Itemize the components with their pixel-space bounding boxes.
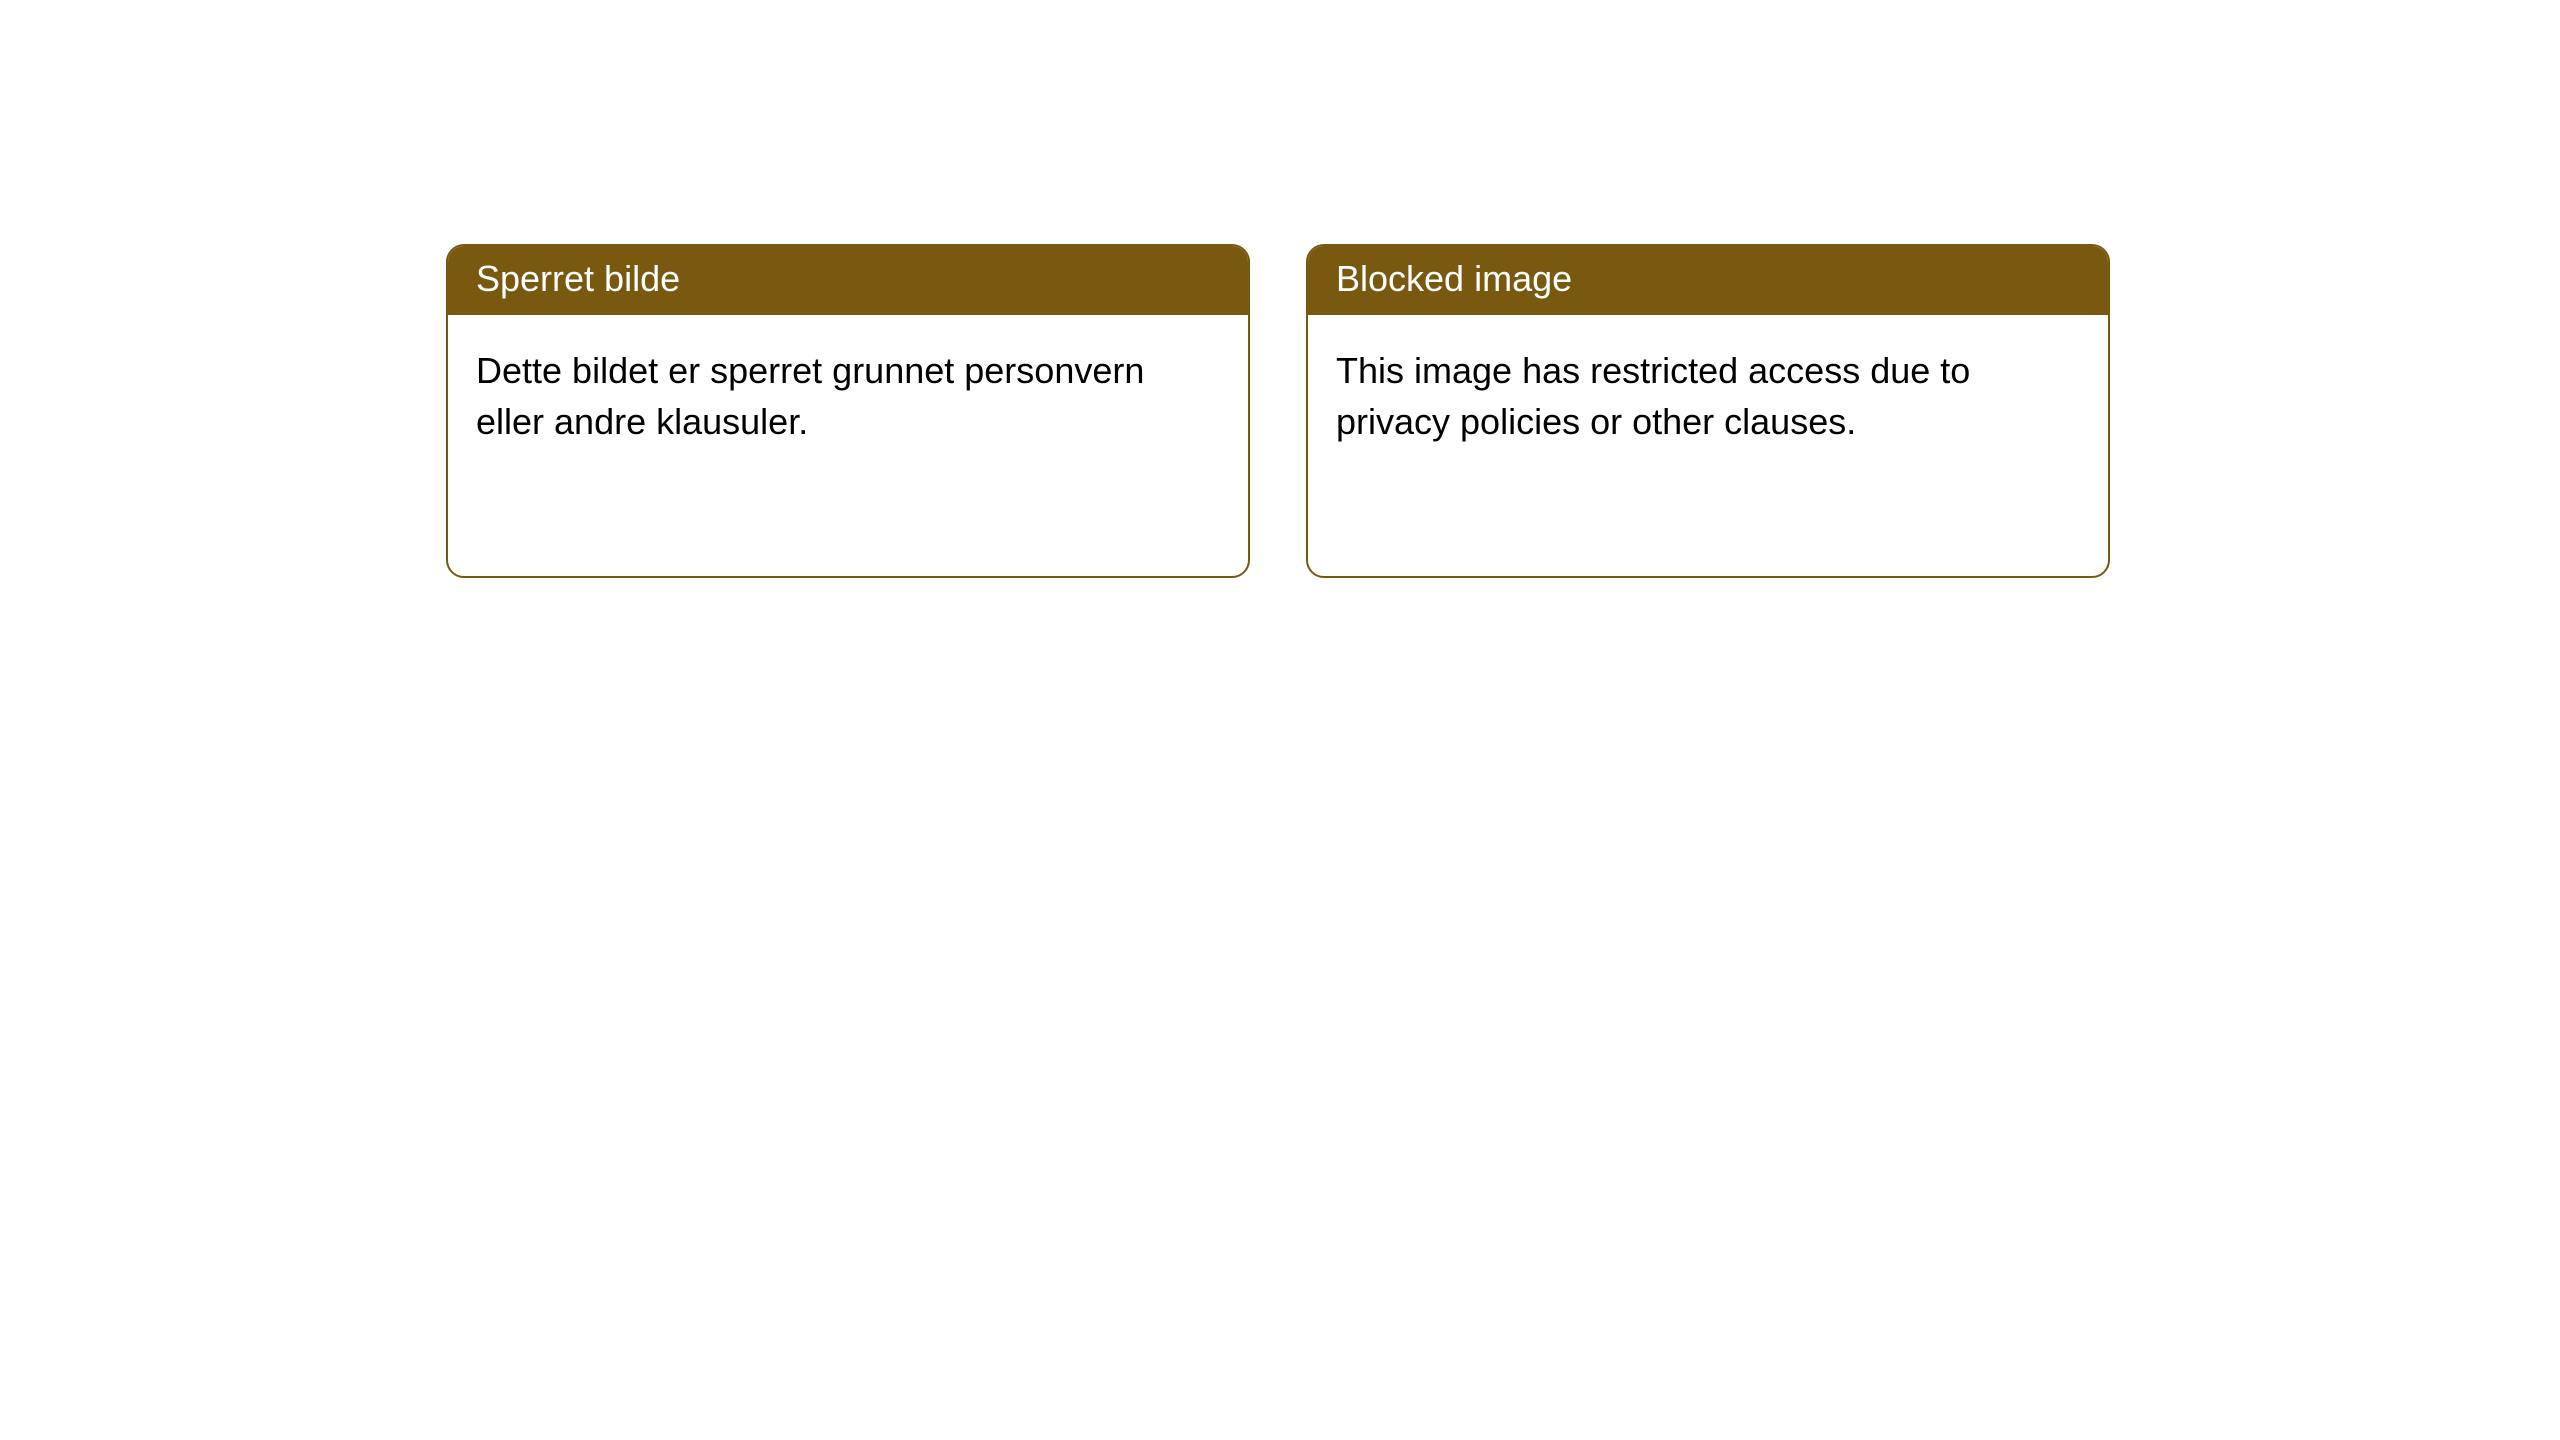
notice-box-norwegian: Sperret bilde Dette bildet er sperret gr… [446,244,1250,578]
notice-body-english: This image has restricted access due to … [1308,315,2108,477]
notice-title-norwegian: Sperret bilde [448,246,1248,315]
notice-box-english: Blocked image This image has restricted … [1306,244,2110,578]
notice-body-norwegian: Dette bildet er sperret grunnet personve… [448,315,1248,477]
notice-title-english: Blocked image [1308,246,2108,315]
notice-container: Sperret bilde Dette bildet er sperret gr… [0,0,2560,578]
